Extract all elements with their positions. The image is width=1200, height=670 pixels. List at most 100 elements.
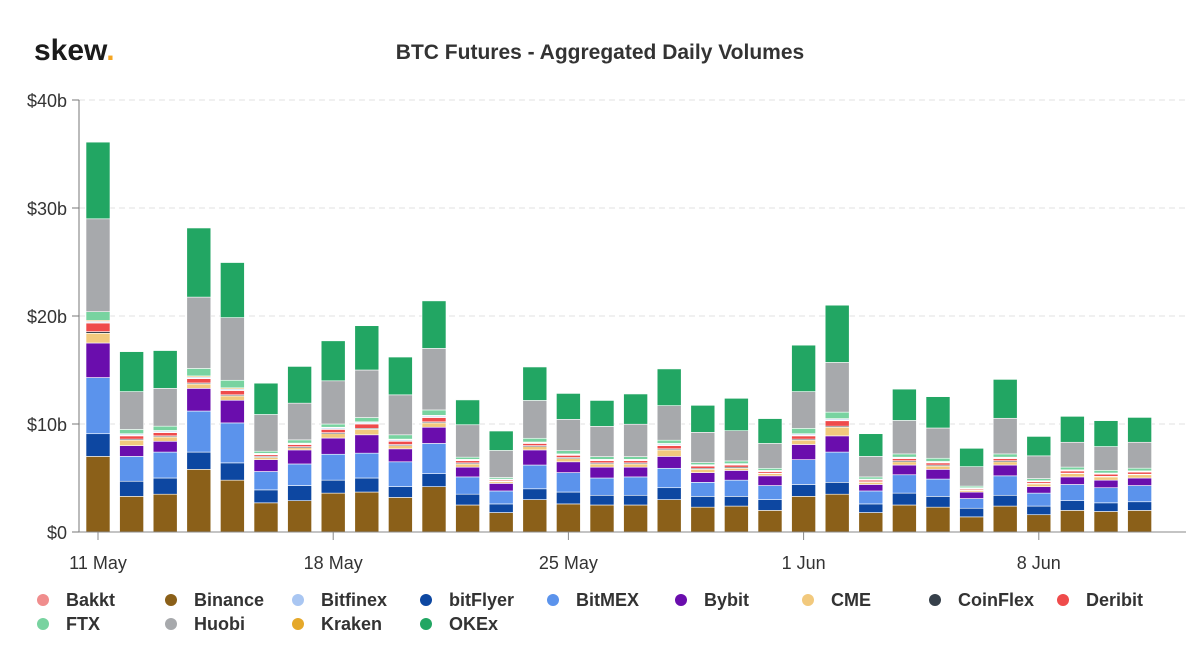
- bar-segment-bybit[interactable]: [623, 466, 648, 478]
- bar-segment-deribit[interactable]: [220, 390, 245, 396]
- bar-segment-huobi[interactable]: [488, 450, 514, 478]
- bar-segment-okex[interactable]: [724, 397, 749, 431]
- bar-segment-bitflyer[interactable]: [119, 480, 144, 497]
- bar-segment-binance[interactable]: [354, 491, 380, 533]
- bar-segment-okex[interactable]: [488, 430, 514, 451]
- bar-segment-binance[interactable]: [287, 500, 312, 533]
- bar-segment-binance[interactable]: [992, 505, 1018, 533]
- bar-segment-huobi[interactable]: [1093, 446, 1119, 471]
- bar-segment-bitmex[interactable]: [824, 451, 850, 483]
- bar-segment-cme[interactable]: [455, 463, 480, 468]
- bar-segment-deribit[interactable]: [824, 420, 850, 427]
- bar-segment-bitmex[interactable]: [556, 472, 581, 493]
- bar-segment-bitflyer[interactable]: [992, 494, 1018, 507]
- bar-segment-bitflyer[interactable]: [556, 491, 581, 505]
- bar-segment-cme[interactable]: [791, 439, 816, 445]
- bar-segment-bitflyer[interactable]: [858, 503, 884, 513]
- bar-segment-huobi[interactable]: [791, 391, 816, 429]
- bar-segment-okex[interactable]: [690, 405, 716, 433]
- bar-segment-okex[interactable]: [959, 447, 984, 467]
- legend-item-bakkt[interactable]: Bakkt: [37, 590, 115, 610]
- legend-item-bitflyer[interactable]: bitFlyer: [420, 590, 514, 610]
- bar-segment-bitmex[interactable]: [455, 476, 480, 495]
- bar-segment-bitmex[interactable]: [959, 498, 984, 509]
- bar-segment-okex[interactable]: [388, 356, 413, 396]
- bar-segment-huobi[interactable]: [959, 466, 984, 487]
- bar-segment-binance[interactable]: [925, 506, 951, 533]
- bar-segment-cme[interactable]: [925, 465, 951, 470]
- bar-segment-deribit[interactable]: [623, 460, 648, 464]
- bar-segment-ftx[interactable]: [85, 311, 111, 321]
- bar-segment-bitmex[interactable]: [892, 474, 917, 494]
- bar-segment-ftx[interactable]: [690, 462, 716, 466]
- bar-segment-okex[interactable]: [186, 227, 212, 298]
- bar-segment-ftx[interactable]: [287, 439, 312, 444]
- bar-segment-bitflyer[interactable]: [1093, 502, 1119, 512]
- bar-segment-cme[interactable]: [253, 457, 279, 460]
- bar-segment-ftx[interactable]: [925, 457, 951, 462]
- bar-segment-huobi[interactable]: [1127, 441, 1152, 469]
- bar-segment-bitmex[interactable]: [421, 443, 447, 474]
- bar-segment-ftx[interactable]: [623, 456, 648, 460]
- bar-segment-bybit[interactable]: [959, 491, 984, 499]
- bar-segment-ftx[interactable]: [757, 467, 783, 471]
- bar-segment-bitflyer[interactable]: [724, 496, 749, 507]
- bar-segment-bitflyer[interactable]: [623, 494, 648, 506]
- bar-segment-binance[interactable]: [119, 496, 144, 533]
- bar-segment-ftx[interactable]: [1026, 478, 1052, 482]
- bar-segment-huobi[interactable]: [623, 423, 648, 457]
- bar-segment-bitflyer[interactable]: [186, 451, 212, 470]
- bar-segment-ftx[interactable]: [791, 428, 816, 435]
- bar-segment-cme[interactable]: [152, 436, 178, 442]
- bar-segment-okex[interactable]: [522, 366, 548, 401]
- bar-segment-bitflyer[interactable]: [220, 462, 245, 481]
- bar-segment-bybit[interactable]: [992, 464, 1018, 477]
- bar-segment-ftx[interactable]: [253, 450, 279, 454]
- bar-segment-binance[interactable]: [892, 504, 917, 533]
- bar-segment-huobi[interactable]: [757, 443, 783, 469]
- bar-segment-bitmex[interactable]: [186, 410, 212, 453]
- bar-segment-binance[interactable]: [253, 502, 279, 533]
- bar-segment-binance[interactable]: [656, 499, 682, 533]
- bar-segment-huobi[interactable]: [892, 420, 917, 455]
- bar-segment-bybit[interactable]: [388, 448, 413, 463]
- bar-segment-cme[interactable]: [85, 332, 111, 344]
- bar-segment-okex[interactable]: [119, 351, 144, 392]
- bar-segment-bybit[interactable]: [220, 399, 245, 424]
- bar-segment-ftx[interactable]: [152, 425, 178, 431]
- bar-segment-bitflyer[interactable]: [85, 433, 111, 457]
- bar-segment-bitflyer[interactable]: [959, 507, 984, 518]
- bar-segment-bitflyer[interactable]: [757, 499, 783, 511]
- bar-segment-deribit[interactable]: [690, 465, 716, 469]
- bar-segment-okex[interactable]: [220, 262, 245, 318]
- bar-segment-cme[interactable]: [724, 467, 749, 471]
- bar-segment-huobi[interactable]: [589, 426, 615, 457]
- bar-segment-okex[interactable]: [556, 393, 581, 420]
- bar-segment-huobi[interactable]: [186, 296, 212, 369]
- bar-segment-bitmex[interactable]: [488, 490, 514, 505]
- bar-segment-huobi[interactable]: [1060, 441, 1085, 468]
- bar-segment-binance[interactable]: [320, 492, 346, 533]
- bar-segment-bitmex[interactable]: [724, 479, 749, 497]
- bar-segment-huobi[interactable]: [85, 218, 111, 312]
- bar-segment-bybit[interactable]: [287, 449, 312, 465]
- bar-segment-bybit[interactable]: [858, 484, 884, 492]
- bar-segment-bitmex[interactable]: [85, 377, 111, 435]
- bar-segment-binance[interactable]: [488, 512, 514, 533]
- bar-segment-huobi[interactable]: [925, 427, 951, 459]
- bar-segment-bybit[interactable]: [186, 388, 212, 412]
- bar-segment-huobi[interactable]: [1026, 455, 1052, 479]
- bar-segment-bybit[interactable]: [656, 456, 682, 469]
- bar-segment-bybit[interactable]: [791, 444, 816, 460]
- bar-segment-huobi[interactable]: [724, 430, 749, 462]
- bar-segment-bitflyer[interactable]: [354, 477, 380, 493]
- bar-segment-bitmex[interactable]: [791, 459, 816, 485]
- bar-segment-ftx[interactable]: [589, 456, 615, 460]
- bar-segment-bitmex[interactable]: [320, 453, 346, 481]
- bar-segment-ftx[interactable]: [455, 456, 480, 460]
- bar-segment-deribit[interactable]: [152, 432, 178, 437]
- bar-segment-bybit[interactable]: [589, 466, 615, 479]
- bar-segment-bitmex[interactable]: [522, 464, 548, 490]
- bar-segment-deribit[interactable]: [287, 444, 312, 447]
- bar-segment-bybit[interactable]: [253, 459, 279, 472]
